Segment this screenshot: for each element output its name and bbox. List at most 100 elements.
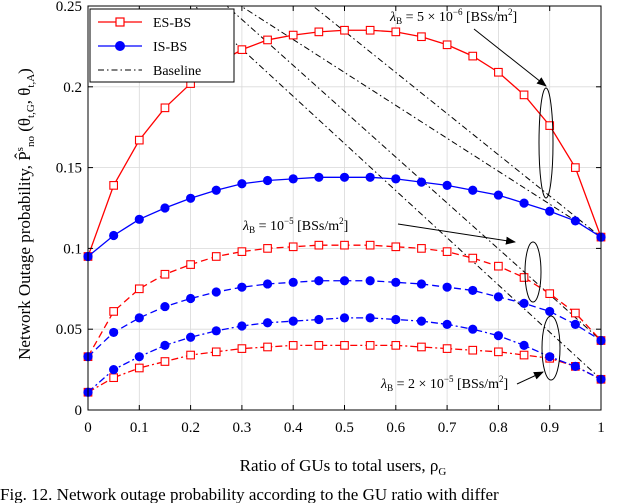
- y-axis-label-args: (θ: [15, 118, 34, 136]
- data-point-square: [288, 30, 298, 40]
- axis-ticks: 0 0.1 0.2 0.3 0.4 0.5 0.6 0.7 0.8 0.9 1 0 0.05 0.1 0.1…: [56, 0, 605, 436]
- annotation-arrow: [397, 223, 516, 245]
- data-point-square: [211, 252, 221, 261]
- series-is-bs-5e-6: [83, 172, 606, 262]
- y-tick-label: 0.2: [63, 80, 82, 96]
- data-point-circle: [519, 298, 529, 308]
- data-point-square: [494, 261, 503, 271]
- data-point-square: [519, 350, 529, 360]
- baseline-line: [240, 6, 601, 238]
- annotation-arrow: [473, 28, 547, 87]
- y-axis-label-args-end: ): [15, 68, 34, 74]
- annotation-unit: [BSs/m: [462, 10, 508, 25]
- x-tick-label: 0.5: [335, 420, 354, 436]
- y-axis-label-args-mid: , θ: [15, 88, 34, 105]
- x-tick-label: 0.2: [181, 420, 200, 436]
- data-point-square: [442, 344, 452, 353]
- data-point-circle: [545, 352, 555, 362]
- annotation-eq: = 2 × 10: [393, 377, 444, 392]
- annotation-sup: −5: [444, 374, 454, 384]
- data-point-circle: [365, 172, 375, 182]
- data-point-square: [134, 135, 144, 145]
- data-point-circle: [442, 180, 452, 190]
- data-point-circle: [416, 316, 427, 326]
- data-point-circle: [493, 292, 503, 302]
- y-tick-label: 0.1: [63, 241, 82, 257]
- legend: ES-BS IS-BS Baseline: [89, 8, 235, 83]
- x-tick-label: 0.1: [130, 420, 149, 436]
- series-es-bs-1e-5: [83, 240, 606, 362]
- data-point-circle: [365, 313, 375, 323]
- x-axis-label-main: Ratio of GUs to total users, ρ: [240, 456, 439, 475]
- data-point-square: [519, 90, 529, 100]
- data-point-square: [288, 242, 298, 252]
- data-point-square: [417, 244, 426, 253]
- data-point-square: [391, 27, 401, 37]
- data-point-square: [186, 260, 195, 269]
- y-axis-label: Network Outage probability, P̂sno (θt,G,…: [14, 68, 37, 360]
- y-tick-label: 0.05: [56, 322, 82, 338]
- y-axis-label-sub: no: [25, 136, 37, 148]
- legend-entry-is-bs: IS-BS: [98, 40, 187, 55]
- data-point-square: [494, 67, 503, 77]
- data-point-square: [468, 253, 478, 263]
- data-point-circle: [391, 314, 401, 325]
- x-tick-label: 0: [84, 420, 92, 436]
- data-point-circle: [416, 177, 427, 187]
- data-point-square: [160, 103, 170, 113]
- data-point-circle: [416, 279, 427, 289]
- annotation-lambda: λ: [380, 377, 387, 392]
- data-point-circle: [109, 327, 119, 338]
- data-point-square: [442, 40, 452, 50]
- annotation-unit-end: ]: [344, 219, 349, 234]
- data-point-circle: [262, 279, 273, 289]
- annotation-sup: −5: [284, 216, 294, 226]
- y-axis-label-args-sub2: t,A: [25, 74, 37, 88]
- annotation-eq: = 5 × 10: [402, 10, 453, 25]
- data-point-circle: [160, 301, 170, 312]
- data-point-circle: [134, 214, 144, 224]
- annotation-sub: B: [387, 383, 393, 393]
- x-axis-label: Ratio of GUs to total users, ρG: [240, 456, 447, 478]
- data-point-square: [211, 347, 221, 357]
- data-point-circle: [519, 340, 529, 350]
- data-point-circle: [186, 293, 196, 304]
- data-point-square: [365, 25, 375, 35]
- annotation-unit-end: ]: [503, 377, 508, 392]
- annotation-sub: B: [396, 16, 402, 26]
- data-point-square: [417, 32, 426, 42]
- data-point-circle: [468, 324, 478, 334]
- data-point-circle: [237, 282, 247, 292]
- data-point-square: [160, 357, 170, 366]
- figure-caption: Fig. 12. Network outage probability acco…: [0, 485, 499, 503]
- data-point-circle: [314, 314, 324, 325]
- data-point-square: [134, 284, 144, 294]
- data-point-circle: [365, 276, 375, 286]
- data-point-circle: [493, 331, 503, 341]
- data-point-square: [237, 45, 247, 54]
- data-point-square: [314, 27, 324, 37]
- annotation-2e-5: λB = 2 × 10−5 [BSs/m2]: [380, 315, 561, 393]
- data-point-circle: [570, 216, 580, 226]
- legend-label: IS-BS: [153, 40, 187, 55]
- data-point-square: [442, 247, 452, 256]
- data-point-circle: [109, 365, 119, 375]
- legend-label: Baseline: [153, 64, 201, 79]
- x-tick-label: 0.4: [284, 420, 303, 436]
- data-point-circle: [468, 185, 478, 195]
- svg-text:λB = 2 × 10−5 [BSs/m2]: λB = 2 × 10−5 [BSs/m2]: [380, 374, 508, 393]
- data-point-square: [109, 181, 118, 190]
- data-point-circle: [186, 193, 196, 203]
- data-point-square: [340, 341, 349, 350]
- data-point-circle: [288, 174, 298, 184]
- data-point-circle: [211, 326, 221, 336]
- annotation-5e-6: λB = 5 × 10−6 [BSs/m2]: [389, 7, 554, 199]
- data-point-circle: [237, 321, 247, 331]
- annotation-lambda: λ: [389, 10, 396, 25]
- data-point-circle: [339, 276, 350, 286]
- annotation-unit-end: ]: [512, 10, 517, 25]
- annotation-unit: [BSs/m: [453, 377, 499, 392]
- x-tick-label: 0.9: [540, 420, 559, 436]
- data-point-square: [365, 240, 375, 250]
- data-point-square: [391, 341, 401, 350]
